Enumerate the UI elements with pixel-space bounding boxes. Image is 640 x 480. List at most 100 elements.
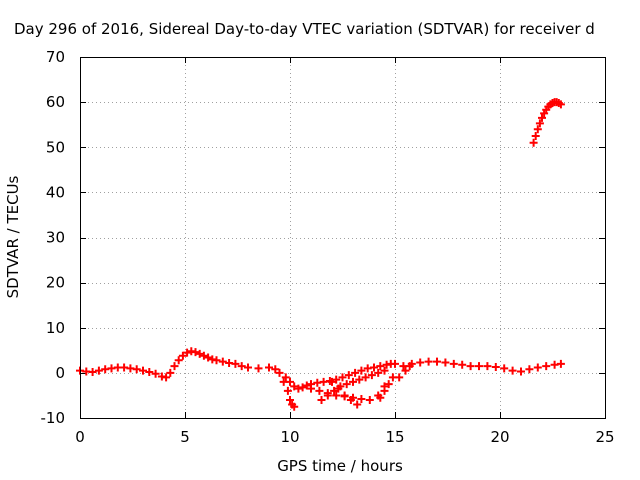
data-point [332,391,341,400]
data-point [458,360,467,369]
data-point [376,362,385,371]
x-tick-label: 25 [595,428,614,446]
data-point [183,348,192,357]
data-point [330,386,339,395]
data-point [391,359,399,368]
data-point [166,368,175,377]
data-point [491,363,500,372]
data-point [317,395,326,404]
data-point [334,384,343,393]
y-tick-label: 30 [46,229,65,247]
data-point [195,349,204,358]
x-tick-label: 0 [75,428,85,446]
data-point [535,119,544,128]
data-point [271,365,280,374]
data-point [357,366,366,375]
data-point [384,380,393,389]
data-point [199,351,208,360]
x-tick-label: 10 [280,428,299,446]
data-point [344,371,353,380]
data-point [342,380,351,389]
data-point [302,381,311,390]
data-point [145,367,154,376]
x-tick-label: 5 [180,428,190,446]
data-point [531,131,540,140]
data-point [529,138,538,147]
data-point [349,377,357,386]
data-point [416,358,425,367]
data-point [281,373,290,382]
data-point [151,369,160,378]
data-point [380,366,389,375]
data-point [294,384,303,393]
plot-frame [80,57,606,419]
data-point [556,359,565,368]
data-point [328,377,336,386]
y-tick-label: 50 [46,138,65,156]
data-point [338,373,347,382]
data-point [132,365,141,374]
data-point [88,367,97,376]
data-point [433,357,441,366]
data-point [265,363,273,372]
data-point [367,371,376,380]
y-tick-label: 70 [46,48,65,66]
data-point [94,366,103,375]
data-point [407,359,416,368]
data-point [401,366,410,375]
data-point [475,362,483,371]
data-point [353,400,362,409]
data-point [170,362,179,371]
chart-title: Day 296 of 2016, Sidereal Day-to-day VTE… [14,20,595,38]
data-point [357,395,366,404]
data-point [365,395,374,404]
data-point [556,100,565,109]
data-point [286,395,294,404]
data-point [212,356,221,365]
data-point [178,351,187,360]
y-tick-label: 60 [46,93,65,111]
data-point [139,366,147,375]
ticks [80,57,606,419]
data-point [307,384,315,393]
data-point [204,353,213,362]
y-tick-label: -10 [41,409,66,427]
data-point [254,364,263,373]
data-point [174,356,183,365]
y-tick-label: 40 [46,183,65,201]
data-point [283,386,292,395]
data-point [298,383,307,392]
data-point [290,382,299,391]
data-point [351,368,360,377]
data-point [361,373,370,382]
data-point [315,386,324,395]
x-tick-label: 20 [490,428,509,446]
data-point [533,363,542,372]
data-points [76,98,565,411]
data-point [191,348,200,357]
data-point [374,368,383,377]
x-tick-label: 15 [385,428,404,446]
data-point [517,367,525,376]
data-point [355,375,364,384]
data-point [332,375,341,384]
data-point [162,373,171,382]
data-point [231,359,240,368]
data-point [290,402,299,411]
data-point [275,368,284,377]
data-point [500,364,509,373]
x-axis-label: GPS time / hours [277,457,403,475]
data-point [237,362,246,371]
y-tick-label: 0 [55,364,65,382]
data-point [395,373,404,382]
data-point [542,362,551,371]
data-point [380,386,389,395]
data-point [218,357,227,366]
data-point [286,377,294,386]
data-point [399,362,408,371]
data-point [323,391,332,400]
data-point [483,362,492,371]
data-point [508,366,517,375]
data-point [346,395,355,404]
